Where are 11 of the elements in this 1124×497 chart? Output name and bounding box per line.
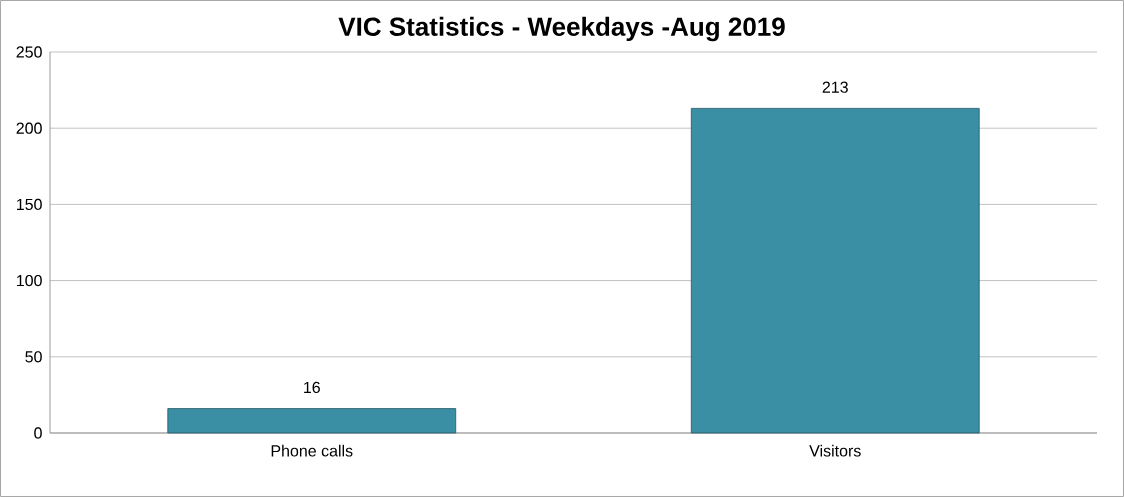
y-tick-label: 100 (17, 274, 42, 287)
y-tick-label: 200 (16, 122, 42, 134)
chart-title: VIC Statistics - Weekdays -Aug 2019 (338, 16, 785, 42)
x-tick-label: Visitors (809, 444, 861, 457)
data-label: 16 (304, 381, 320, 394)
y-tick-label: 50 (25, 351, 42, 363)
data-label: 213 (822, 81, 848, 93)
x-tick-label: Phone calls (271, 444, 353, 457)
y-tick-label: 150 (17, 198, 42, 211)
y-tick-label: 250 (16, 46, 42, 58)
y-tick-label: 0 (34, 427, 42, 439)
